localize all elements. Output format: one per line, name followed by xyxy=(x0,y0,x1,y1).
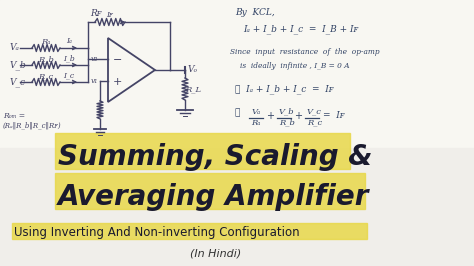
Text: Rꜰ: Rꜰ xyxy=(90,10,101,19)
Text: Since  input  resistance  of  the  op-amp: Since input resistance of the op-amp xyxy=(230,48,380,56)
Text: (In Hindi): (In Hindi) xyxy=(190,248,241,258)
Text: +: + xyxy=(294,111,302,121)
Text: +: + xyxy=(113,77,122,87)
Text: By  KCL,: By KCL, xyxy=(235,8,275,17)
Bar xyxy=(0,148,474,266)
Text: Vₐ: Vₐ xyxy=(10,44,20,52)
Text: R_c: R_c xyxy=(38,72,54,80)
Text: ∴: ∴ xyxy=(235,109,240,118)
Text: Rₒₘ =: Rₒₘ = xyxy=(3,112,25,120)
Text: V_c: V_c xyxy=(307,108,322,116)
Text: R_b: R_b xyxy=(38,55,54,63)
Text: Iₐ + I_b + I_c  =  I_B + Iꜰ: Iₐ + I_b + I_c = I_B + Iꜰ xyxy=(243,24,358,34)
Text: ∴  Iₐ + I_b + I_c  =  Iꜰ: ∴ Iₐ + I_b + I_c = Iꜰ xyxy=(235,85,333,94)
Text: R_c: R_c xyxy=(307,119,322,127)
Text: V_c: V_c xyxy=(10,77,26,87)
Text: =  Iꜰ: = Iꜰ xyxy=(323,111,345,120)
Text: (Rₐ‖R_b‖R_c‖Rꜰ): (Rₐ‖R_b‖R_c‖Rꜰ) xyxy=(3,121,62,129)
Text: v₁: v₁ xyxy=(91,77,98,85)
Bar xyxy=(55,133,350,169)
Text: Averaging Amplifier: Averaging Amplifier xyxy=(58,183,369,211)
Text: Rₐ: Rₐ xyxy=(251,119,260,127)
Text: V_b: V_b xyxy=(10,60,27,70)
Text: R_L: R_L xyxy=(185,85,201,93)
Text: R_b: R_b xyxy=(279,119,295,127)
Bar xyxy=(0,0,474,148)
Text: Vₐ: Vₐ xyxy=(252,108,261,116)
Text: is  ideally  infinite , I_B = 0 A: is ideally infinite , I_B = 0 A xyxy=(240,63,350,70)
Text: Using Inverting And Non-inverting Configuration: Using Inverting And Non-inverting Config… xyxy=(14,226,300,239)
Text: Iꜰ: Iꜰ xyxy=(107,11,113,19)
Text: I_c: I_c xyxy=(64,71,74,79)
Text: −: − xyxy=(113,55,122,65)
Text: v₂: v₂ xyxy=(91,55,98,63)
Bar xyxy=(12,223,367,239)
Text: +: + xyxy=(266,111,274,121)
Text: I_b: I_b xyxy=(63,54,75,62)
Text: Vₒ: Vₒ xyxy=(188,65,198,74)
Text: Summing, Scaling &: Summing, Scaling & xyxy=(58,143,373,171)
Text: Iₐ: Iₐ xyxy=(66,37,72,45)
Text: Rₐ: Rₐ xyxy=(41,38,51,46)
Bar xyxy=(55,173,365,209)
Text: V_b: V_b xyxy=(279,108,295,116)
